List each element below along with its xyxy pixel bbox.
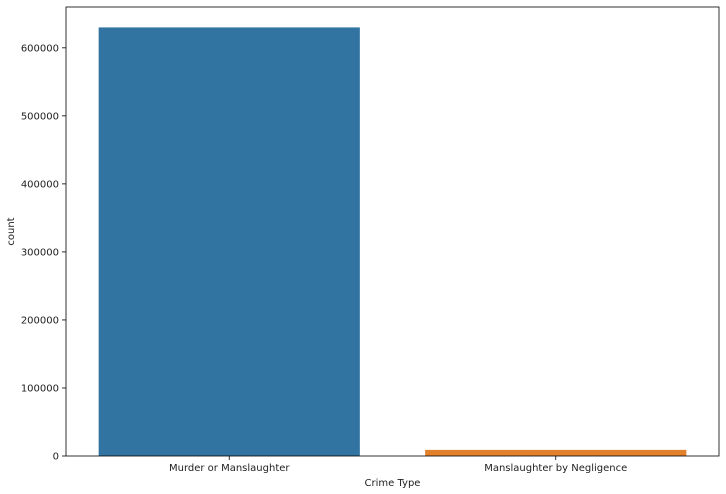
x-axis-label: Crime Type — [365, 478, 421, 489]
y-tick-label-3: 300000 — [21, 247, 59, 258]
bar-1 — [425, 449, 687, 456]
y-tick-label-1: 100000 — [21, 383, 59, 394]
y-tick-label-6: 600000 — [21, 43, 59, 54]
y-tick-label-0: 0 — [53, 452, 59, 463]
plot-frame — [65, 6, 720, 457]
x-axis-ticks: Murder or Manslaughter Manslaughter by Ne… — [169, 456, 627, 474]
y-tick-label-4: 400000 — [21, 179, 59, 190]
x-tick-label-1: Manslaughter by Negligence — [484, 463, 627, 474]
y-axis-label: count — [6, 217, 17, 245]
y-tick-label-5: 500000 — [21, 111, 59, 122]
y-axis-ticks: 0 100000 200000 300000 400000 500000 600000 — [21, 43, 66, 463]
x-tick-label-0: Murder or Manslaughter — [169, 463, 290, 474]
bars-group — [98, 27, 687, 457]
bar-0 — [98, 27, 360, 457]
y-tick-label-2: 200000 — [21, 315, 59, 326]
